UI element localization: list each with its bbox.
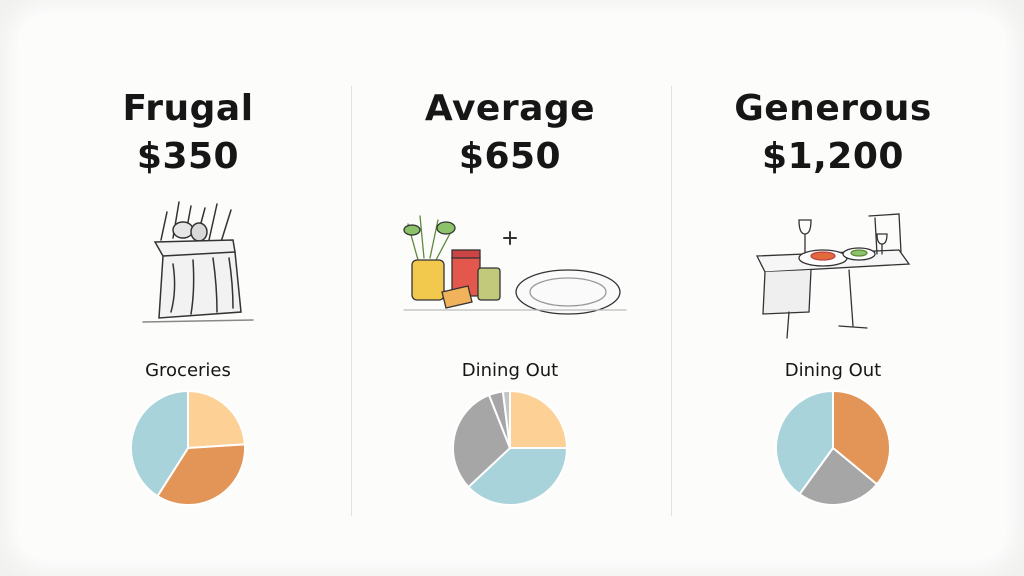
pie-slice-2 — [775, 389, 834, 496]
pie-slice-2 — [452, 393, 512, 489]
tier-amount: $350 — [136, 136, 240, 177]
tier-name: Frugal — [122, 88, 254, 129]
groceries-pie-chart — [130, 389, 246, 506]
pie-slice-0 — [509, 389, 569, 449]
tier-name: Generous — [734, 88, 932, 129]
tier-average: Average $650 Dining Out — [360, 14, 660, 560]
dining-out-pie-chart — [452, 389, 569, 506]
tier-name: Average — [424, 88, 596, 129]
pie-slice-0 — [832, 389, 891, 486]
pie-slice-1 — [467, 447, 569, 506]
ingredients-and-plate-icon — [403, 215, 627, 315]
dining-out-pie-chart — [775, 389, 891, 506]
grocery-bag-icon — [142, 201, 254, 323]
column-divider — [351, 86, 352, 516]
pie-label: Dining Out — [461, 360, 559, 381]
pie-label: Groceries — [145, 360, 231, 381]
comparison-card: Frugal $350 Groceries Average $650 — [18, 14, 1006, 560]
pie-slice-2 — [130, 389, 189, 498]
pie-slice-1 — [156, 443, 246, 506]
tier-amount: $1,200 — [762, 136, 904, 177]
restaurant-table-icon — [755, 213, 911, 339]
pie-label: Dining Out — [784, 360, 882, 381]
tier-generous: Generous $1,200 Dining Out — [683, 14, 983, 560]
tier-frugal: Frugal $350 Groceries — [38, 14, 338, 560]
pie-slice-1 — [798, 446, 879, 506]
tier-amount: $650 — [458, 136, 562, 177]
pie-slice-4 — [501, 389, 511, 449]
column-divider — [671, 86, 672, 516]
pie-slice-0 — [187, 389, 246, 450]
